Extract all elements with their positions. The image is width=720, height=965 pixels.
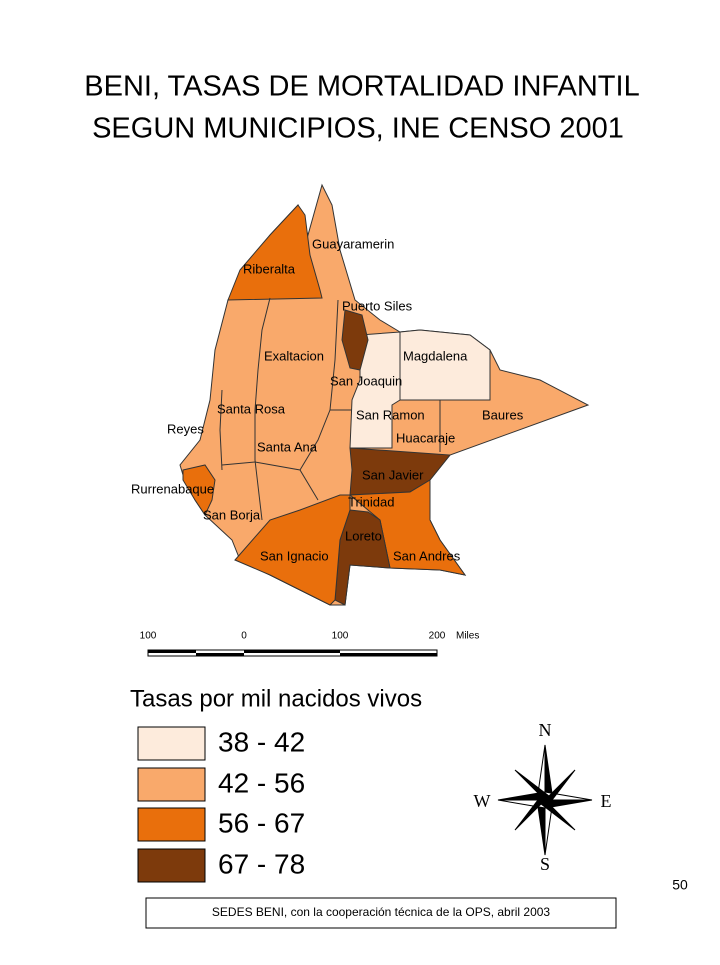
border [219,389,223,471]
scale-unit: Miles [456,631,479,642]
municipality-label: Reyes [167,421,204,436]
municipality-label: Baures [482,407,524,422]
municipality-label: Puerto Siles [342,298,413,313]
legend-swatch [137,848,206,883]
compass-e: E [601,791,612,811]
legend-label: 38 - 42 [218,726,305,757]
scale-label: 100 [140,631,157,642]
title-line2: SEGUN MUNICIPIOS, INE CENSO 2001 [92,113,624,145]
legend-swatch [137,726,206,761]
map [179,183,590,606]
region [182,464,216,517]
municipality-label: San Andres [393,548,461,563]
municipality-label: Loreto [345,528,382,543]
compass-s: S [540,854,550,874]
scale-segment [196,653,244,656]
region [234,494,351,606]
scale-label: 100 [332,631,349,642]
scale-segment [148,650,196,653]
municipality-label: Rurrenabaque [131,481,214,496]
region [227,204,323,301]
page-number: 50 [672,877,688,893]
municipality-label: Santa Rosa [217,401,286,416]
scale-segment [340,653,437,656]
legend-swatch [137,767,206,802]
municipality-label: San Ramon [356,407,425,422]
scale-segment [244,650,340,653]
map-labels: Guayaramerin Riberalta Puerto Siles Magdale… [131,236,524,563]
scale-label: 0 [241,631,247,642]
region [341,309,369,371]
legend-title: Tasas por mil nacidos vivos [130,685,422,712]
municipality-label: Exaltacion [264,348,324,363]
municipality-label: Trinidad [348,494,394,509]
municipality-label: San Borja [203,507,261,522]
source-box [145,897,617,929]
title-line1: BENI, TASAS DE MORTALIDAD INFANTIL [84,71,639,103]
compass-w: W [474,791,491,811]
compass-n: N [539,720,552,740]
municipality-label: Santa Ana [257,439,318,454]
municipality-label: San Ignacio [260,548,329,563]
municipality-label: San Joaquin [330,373,402,388]
municipality-label: San Javier [362,467,424,482]
compass [497,744,593,856]
municipality-label: Guayaramerin [312,236,394,251]
legend-swatch [137,807,206,842]
municipality-label: Riberalta [243,261,296,276]
legend-label: 42 - 56 [218,767,305,798]
border [254,297,271,521]
legend-label: 67 - 78 [218,848,305,879]
municipality-label: Huacaraje [396,430,455,445]
scale-bar: 100 0 100 200 Miles [140,631,479,657]
source: SEDES BENI, con la cooperación técnica d… [212,905,551,919]
region [399,329,491,401]
municipality-label: Magdalena [403,348,468,363]
scale-label: 200 [429,631,446,642]
border [221,461,319,501]
legend-label: 56 - 67 [218,807,305,838]
